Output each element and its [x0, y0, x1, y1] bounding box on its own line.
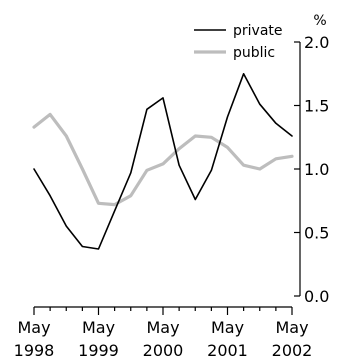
x-tick-label-year: 2000	[143, 341, 184, 360]
series-line-private	[33, 73, 293, 250]
y-tick-label: 0.0	[304, 287, 329, 306]
y-tick-label: 1.5	[304, 97, 329, 116]
y-tick-label: 1.0	[304, 160, 329, 179]
series-layer	[32, 73, 294, 250]
x-axis: May 1998 May 1999 May 2000 May 2001 May 2002	[14, 306, 313, 360]
legend-label-public: public	[233, 45, 275, 61]
x-tick-label-month: May	[211, 318, 244, 337]
y-tick-label: 2.0	[304, 33, 329, 52]
legend: private public	[194, 23, 283, 61]
y-axis: 0.0 0.5 1.0 1.5 2.0	[294, 33, 329, 306]
y-tick-label: 0.5	[304, 224, 329, 243]
x-tick-label-month: May	[17, 318, 50, 337]
x-tick-label-year: 2002	[272, 341, 313, 360]
x-tick-label-month: May	[275, 318, 308, 337]
legend-label-private: private	[233, 23, 283, 39]
x-tick-label-year: 2001	[207, 341, 248, 360]
x-tick-label-year: 1998	[14, 341, 55, 360]
series-line-public	[32, 112, 294, 207]
x-tick-label-month: May	[82, 318, 115, 337]
y-axis-unit-label: %	[313, 13, 326, 29]
x-tick-label-year: 1999	[78, 341, 119, 360]
x-tick-label-month: May	[146, 318, 179, 337]
